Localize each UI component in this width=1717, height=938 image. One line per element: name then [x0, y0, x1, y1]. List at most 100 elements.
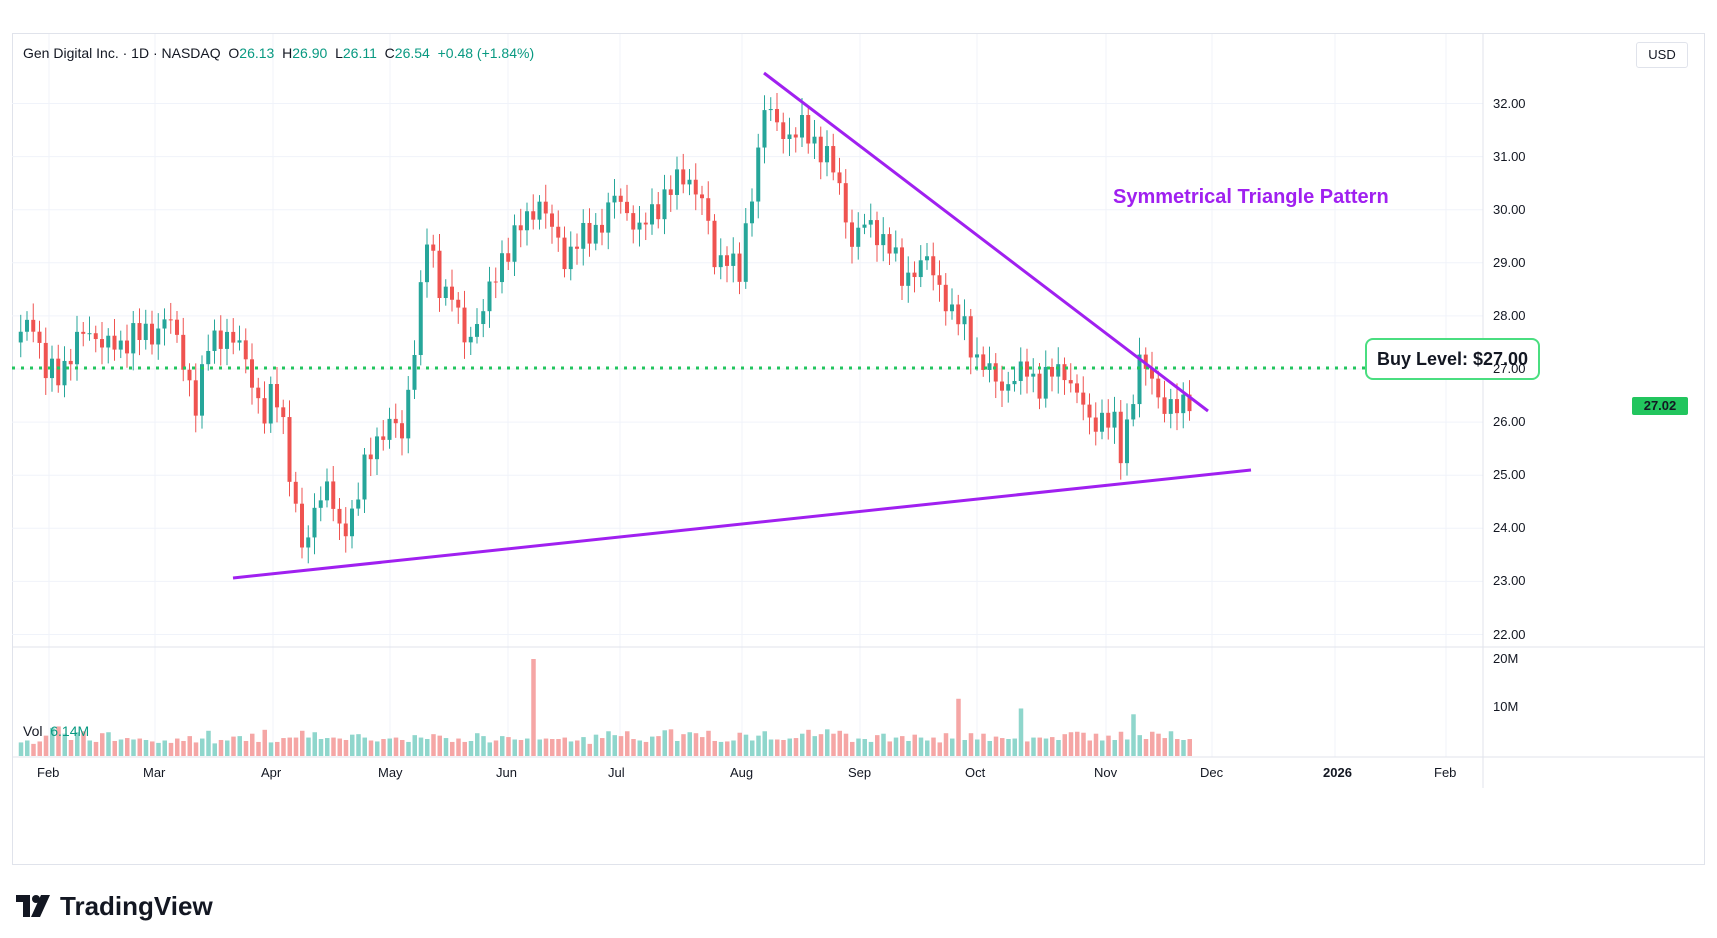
- volume-bar: [450, 741, 455, 756]
- candle-body: [212, 330, 217, 351]
- candle-body: [237, 340, 242, 343]
- price-tick-label: 28.00: [1493, 307, 1526, 323]
- candle-body: [956, 304, 961, 325]
- candle-body: [81, 331, 86, 334]
- price-tick-label: 24.00: [1493, 520, 1526, 536]
- price-tick-label: 32.00: [1493, 95, 1526, 111]
- candle-body: [443, 286, 448, 299]
- upper-trendline: [763, 71, 1209, 413]
- candle-body: [743, 223, 748, 282]
- candle-body: [893, 247, 898, 254]
- volume-bar: [525, 738, 530, 756]
- candle-body: [593, 224, 598, 244]
- candle-body: [287, 417, 292, 482]
- candle-body: [881, 234, 886, 246]
- volume-bar: [781, 739, 786, 756]
- candle-body: [1000, 381, 1004, 391]
- volume-bar: [1175, 739, 1180, 756]
- volume-bar: [125, 738, 130, 756]
- candle-body: [162, 319, 167, 329]
- candle-body: [862, 224, 867, 228]
- candle-body: [168, 319, 173, 321]
- volume-bar: [775, 739, 780, 756]
- volume-bar: [68, 739, 74, 756]
- candle-body: [431, 244, 436, 251]
- volume-bar: [1162, 738, 1167, 756]
- volume-legend: Vol 6.14M: [23, 723, 89, 739]
- volume-bar: [387, 738, 392, 756]
- volume-bar: [81, 731, 86, 756]
- candle-body: [1081, 392, 1086, 405]
- candle-body: [350, 508, 354, 537]
- candle-body: [275, 384, 279, 408]
- candle-body: [1100, 412, 1104, 432]
- volume-bar: [1100, 740, 1105, 756]
- candle-body: [518, 225, 523, 231]
- volume-bar: [950, 738, 955, 756]
- volume-bar: [618, 736, 624, 756]
- last-price-tag: 27.02: [1632, 397, 1688, 415]
- candle-body: [693, 179, 698, 195]
- volume-bar: [1062, 734, 1067, 756]
- candle-body: [256, 387, 261, 399]
- currency-button[interactable]: USD: [1636, 42, 1688, 68]
- volume-bar: [1031, 737, 1036, 756]
- candle-body: [312, 507, 317, 538]
- candle-body: [1112, 411, 1117, 428]
- candle-body: [712, 220, 717, 268]
- volume-bar: [831, 733, 836, 756]
- candle-body: [587, 222, 592, 244]
- candle-body: [575, 246, 579, 249]
- volume-bar: [975, 739, 980, 756]
- lower-trendline: [232, 468, 1252, 580]
- candle-body: [975, 354, 979, 358]
- volume-bar: [325, 738, 330, 756]
- volume-bar: [487, 742, 492, 756]
- volume-bar: [593, 734, 599, 756]
- candle-body: [1068, 380, 1073, 384]
- volume-bar: [275, 741, 280, 756]
- tradingview-logo[interactable]: TradingView: [16, 888, 213, 924]
- volume-bar: [200, 738, 205, 756]
- candle-body: [62, 360, 67, 386]
- candle-body: [293, 481, 298, 504]
- buy-level-callout[interactable]: Buy Level: $27.00: [1365, 338, 1540, 380]
- volume-bar: [418, 737, 424, 756]
- volume-bar: [87, 740, 92, 756]
- candle-body: [425, 244, 429, 283]
- volume-bar: [100, 733, 105, 756]
- volume-bar: [956, 698, 961, 756]
- volume-bar: [1125, 739, 1130, 756]
- legend-close-label: C: [384, 45, 395, 61]
- candle-body: [250, 359, 254, 388]
- candle-body: [100, 339, 104, 348]
- price-tick-label: 23.00: [1493, 573, 1526, 589]
- volume-bar: [943, 733, 949, 756]
- candle-body: [1156, 378, 1161, 398]
- candle-body: [243, 340, 248, 360]
- time-tick-label: Feb: [37, 765, 60, 780]
- price-tick-label: 27.00: [1493, 361, 1526, 376]
- volume-bar: [25, 740, 30, 756]
- volume-bar: [1131, 714, 1136, 756]
- candle-body: [306, 537, 311, 548]
- volume-tick-label: 20M: [1493, 651, 1519, 666]
- volume-bar: [825, 729, 830, 756]
- candle-body: [200, 364, 204, 416]
- volume-bar: [368, 740, 374, 756]
- candle-body: [581, 222, 586, 249]
- candle-body: [550, 213, 554, 227]
- candle-body: [343, 523, 348, 537]
- candle-body: [393, 418, 398, 424]
- candle-body: [887, 234, 892, 254]
- volume-bar: [981, 733, 986, 756]
- candle-body: [1018, 361, 1023, 381]
- volume-bar: [31, 743, 36, 756]
- candle-body: [262, 398, 267, 424]
- candle-body: [400, 423, 404, 439]
- candle-body: [412, 355, 417, 390]
- candle-body: [931, 256, 936, 276]
- chart-frame[interactable]: [12, 33, 1705, 865]
- candle-body: [150, 323, 154, 345]
